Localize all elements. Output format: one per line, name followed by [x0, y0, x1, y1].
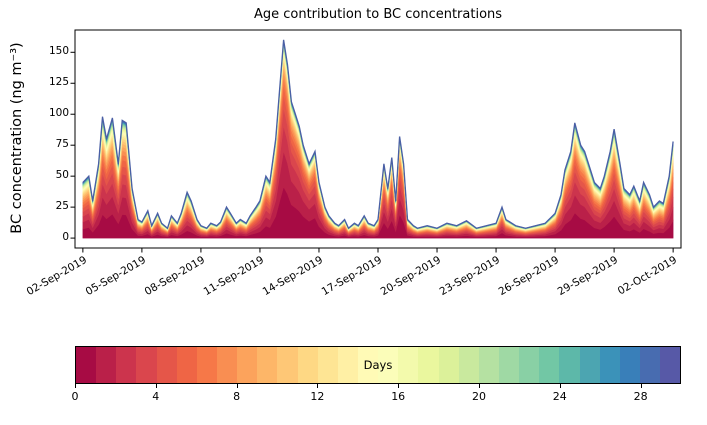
colorbar-cell	[176, 347, 197, 383]
colorbar: Days	[75, 346, 681, 384]
colorbar-cell	[237, 347, 258, 383]
colorbar-tick-mark	[479, 384, 480, 388]
colorbar-cell	[599, 347, 620, 383]
colorbar-tick-label: 4	[152, 390, 160, 403]
colorbar-cell	[317, 347, 338, 383]
colorbar-cell	[96, 347, 117, 383]
colorbar-tick-label: 24	[552, 390, 567, 403]
y-tick-label: 25	[55, 200, 69, 213]
colorbar-cell	[619, 347, 640, 383]
colorbar-tick-label: 28	[633, 390, 648, 403]
y-tick-label: 125	[48, 76, 69, 89]
colorbar-tick-label: 8	[233, 390, 241, 403]
colorbar-cell	[196, 347, 217, 383]
colorbar-tick-label: 12	[310, 390, 325, 403]
colorbar-tick-label: 0	[71, 390, 79, 403]
colorbar-cell	[216, 347, 238, 383]
colorbar-tick-label: 16	[391, 390, 406, 403]
colorbar-cell	[559, 347, 580, 383]
colorbar-cell	[519, 347, 540, 383]
y-tick-label: 0	[62, 231, 69, 244]
envelope-line	[82, 39, 674, 230]
y-tick-label: 100	[48, 107, 69, 120]
stacked-area-plot	[70, 29, 682, 253]
colorbar-tick-mark	[559, 384, 561, 388]
colorbar-tick-mark	[75, 384, 76, 388]
colorbar-tick-mark	[640, 384, 642, 388]
colorbar-tick-label: 20	[472, 390, 486, 403]
colorbar-cell	[116, 347, 137, 383]
colorbar-cell	[398, 347, 419, 383]
colorbar-tick-mark	[398, 384, 400, 388]
colorbar-cell	[337, 347, 358, 383]
colorbar-cell	[136, 347, 157, 383]
colorbar-cell	[357, 347, 379, 383]
y-tick-label: 75	[55, 138, 69, 151]
colorbar-cell	[156, 347, 177, 383]
colorbar-cell	[660, 347, 681, 383]
colorbar-cell	[639, 347, 661, 383]
y-tick-label: 50	[55, 169, 69, 182]
y-tick-label: 150	[48, 45, 69, 58]
chart-title: Age contribution to BC concentrations	[253, 7, 503, 22]
colorbar-cell	[297, 347, 318, 383]
colorbar-cell	[539, 347, 560, 383]
colorbar-cell	[378, 347, 399, 383]
colorbar-cell	[418, 347, 439, 383]
colorbar-cell	[257, 347, 278, 383]
colorbar-cell	[277, 347, 298, 383]
colorbar-cell	[76, 347, 97, 383]
colorbar-cell	[438, 347, 459, 383]
colorbar-tick-mark	[317, 384, 319, 388]
colorbar-cell	[478, 347, 499, 383]
colorbar-cell	[498, 347, 520, 383]
colorbar-cell	[579, 347, 600, 383]
colorbar-tick-mark	[236, 384, 238, 388]
colorbar-cell	[458, 347, 479, 383]
colorbar-tick-mark	[155, 384, 157, 388]
